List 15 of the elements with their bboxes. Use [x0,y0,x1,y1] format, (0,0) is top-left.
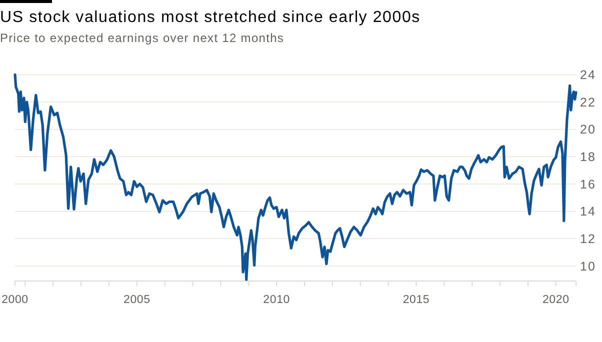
y-tick-label: 14 [580,204,596,219]
y-tick-label: 12 [580,232,596,246]
y-tick-label: 24 [580,68,596,82]
y-tick-label: 22 [580,95,596,110]
x-tick-label: 2010 [263,294,290,306]
y-tick-label: 10 [580,259,596,274]
y-tick-label: 18 [580,150,596,164]
chart-title: US stock valuations most stretched since early 2000s [0,9,420,26]
x-tick-label: 2020 [542,294,570,306]
x-tick-label: 2015 [402,294,430,306]
x-tick-label: 2005 [124,294,150,306]
x-tick-label: 2000 [2,294,28,306]
chart-subtitle: Price to expected earnings over next 12 months [0,31,284,45]
y-tick-label: 16 [580,177,596,192]
y-tick-label: 20 [580,122,596,137]
